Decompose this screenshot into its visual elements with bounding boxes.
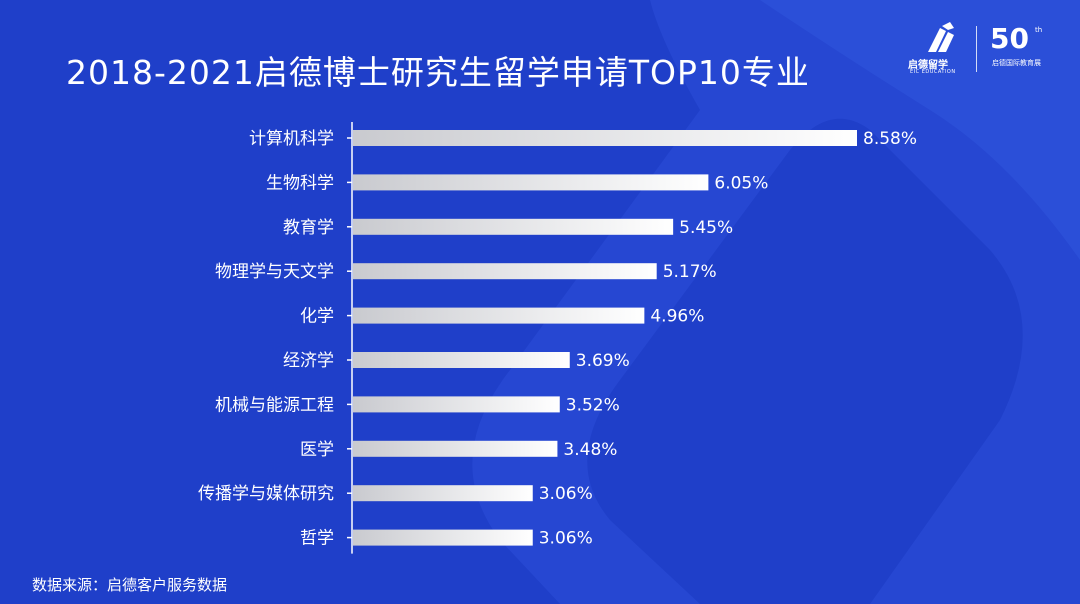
- bar: [353, 174, 709, 191]
- bar: [353, 263, 657, 280]
- value-label: 3.06%: [539, 529, 593, 549]
- eic-logo-icon: [928, 22, 954, 52]
- data-source-note: 数据来源：启德客户服务数据: [32, 576, 228, 594]
- category-label: 化学: [300, 307, 334, 327]
- value-label: 5.45%: [679, 218, 733, 238]
- value-label: 3.48%: [563, 440, 617, 460]
- category-label: 机械与能源工程: [215, 395, 334, 415]
- category-label: 哲学: [300, 529, 334, 549]
- bar: [353, 396, 560, 413]
- category-label: 教育学: [283, 218, 334, 238]
- category-label: 生物科学: [266, 173, 334, 193]
- bar: [353, 485, 533, 502]
- value-label: 3.06%: [539, 484, 593, 504]
- logo-name: 启德留学: [908, 60, 948, 71]
- category-label: 物理学与天文学: [215, 262, 334, 282]
- bar: [353, 352, 570, 368]
- category-label: 计算机科学: [249, 129, 334, 149]
- category-label: 医学: [300, 440, 334, 460]
- anniversary-number: 50: [990, 22, 1029, 55]
- value-label: 5.17%: [663, 262, 717, 282]
- value-label: 3.52%: [566, 395, 620, 415]
- anniversary-text: 启德国际教育展: [992, 59, 1041, 67]
- category-label: 传播学与媒体研究: [198, 484, 334, 504]
- logo-divider: [976, 26, 977, 72]
- bar: [353, 218, 674, 235]
- bar: [353, 307, 645, 324]
- value-label: 3.69%: [576, 351, 630, 371]
- value-label: 4.96%: [650, 307, 704, 327]
- value-label: 6.05%: [714, 173, 768, 193]
- chart-title: 2018-2021启德博士研究生留学申请TOP10专业: [66, 53, 810, 92]
- bar: [353, 130, 857, 146]
- category-label: 经济学: [283, 351, 334, 371]
- bar: [353, 529, 533, 546]
- brand-logo: 启德留学 EIC EDUCATION 50 th 启德国际教育展: [906, 22, 1056, 78]
- logo-subtext: EIC EDUCATION: [910, 69, 956, 75]
- bar: [353, 440, 558, 457]
- value-label: 8.58%: [863, 129, 917, 149]
- anniversary-suffix: th: [1035, 26, 1043, 34]
